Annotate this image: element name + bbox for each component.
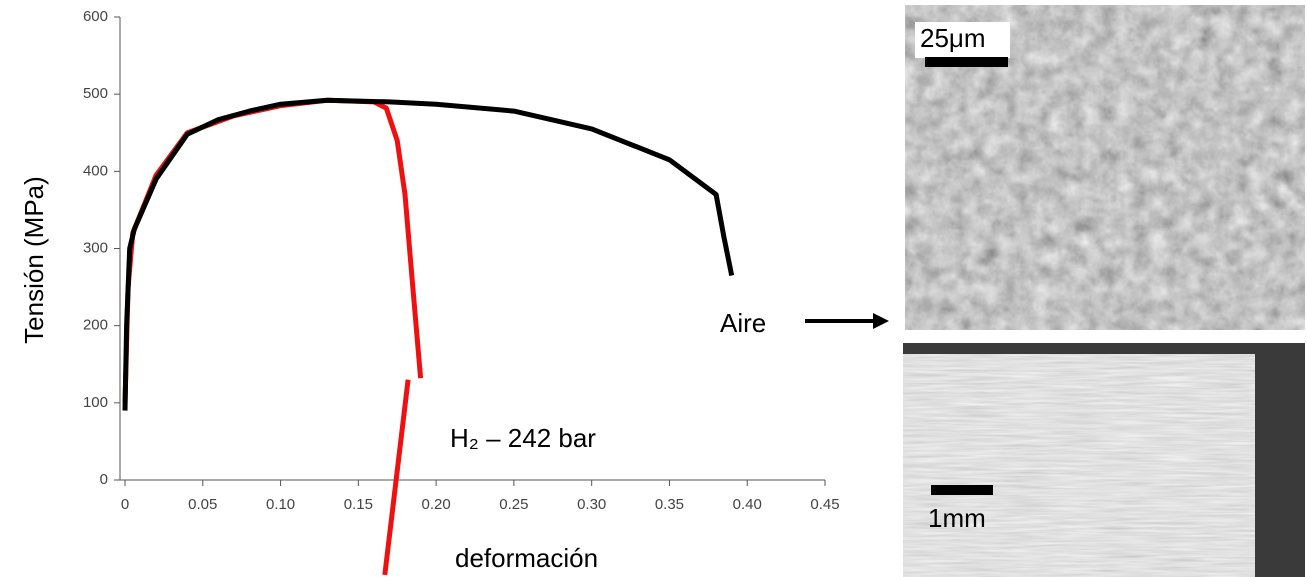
scale-label: 25μm: [920, 23, 986, 53]
x-tick-label: 0.40: [733, 496, 762, 513]
y-tick-label: 100: [83, 394, 108, 411]
x-tick-label: 0.15: [344, 496, 373, 513]
scale-bar: [925, 57, 1008, 67]
chart: 25μm 1mm Aire H₂ – 242 bar deformación T…: [0, 0, 1307, 577]
y-tick-label: 300: [83, 239, 108, 256]
scale-bar: [931, 485, 993, 495]
x-tick-label: 0: [121, 496, 129, 513]
y-tick-label: 400: [83, 162, 108, 179]
legend-label: Aire: [720, 308, 766, 338]
x-tick-label: 0.35: [655, 496, 684, 513]
x-tick-label: 0.10: [266, 496, 295, 513]
x-tick-label: 0.05: [188, 496, 217, 513]
x-axis-label: deformación: [455, 543, 598, 573]
x-tick-label: 0.45: [810, 496, 839, 513]
scale-label: 1mm: [928, 503, 986, 533]
x-tick-label: 0.25: [499, 496, 528, 513]
series-line: [125, 100, 732, 410]
y-axis-label: Tensión (MPa): [19, 176, 49, 344]
arrow-head: [873, 313, 889, 329]
y-tick-label: 0: [100, 471, 108, 488]
y-tick-label: 600: [83, 8, 108, 25]
x-tick-label: 0.30: [577, 496, 606, 513]
legend-label: H₂ – 242 bar: [450, 423, 596, 453]
y-tick-label: 500: [83, 85, 108, 102]
x-tick-label: 0.20: [422, 496, 451, 513]
y-tick-label: 200: [83, 317, 108, 334]
